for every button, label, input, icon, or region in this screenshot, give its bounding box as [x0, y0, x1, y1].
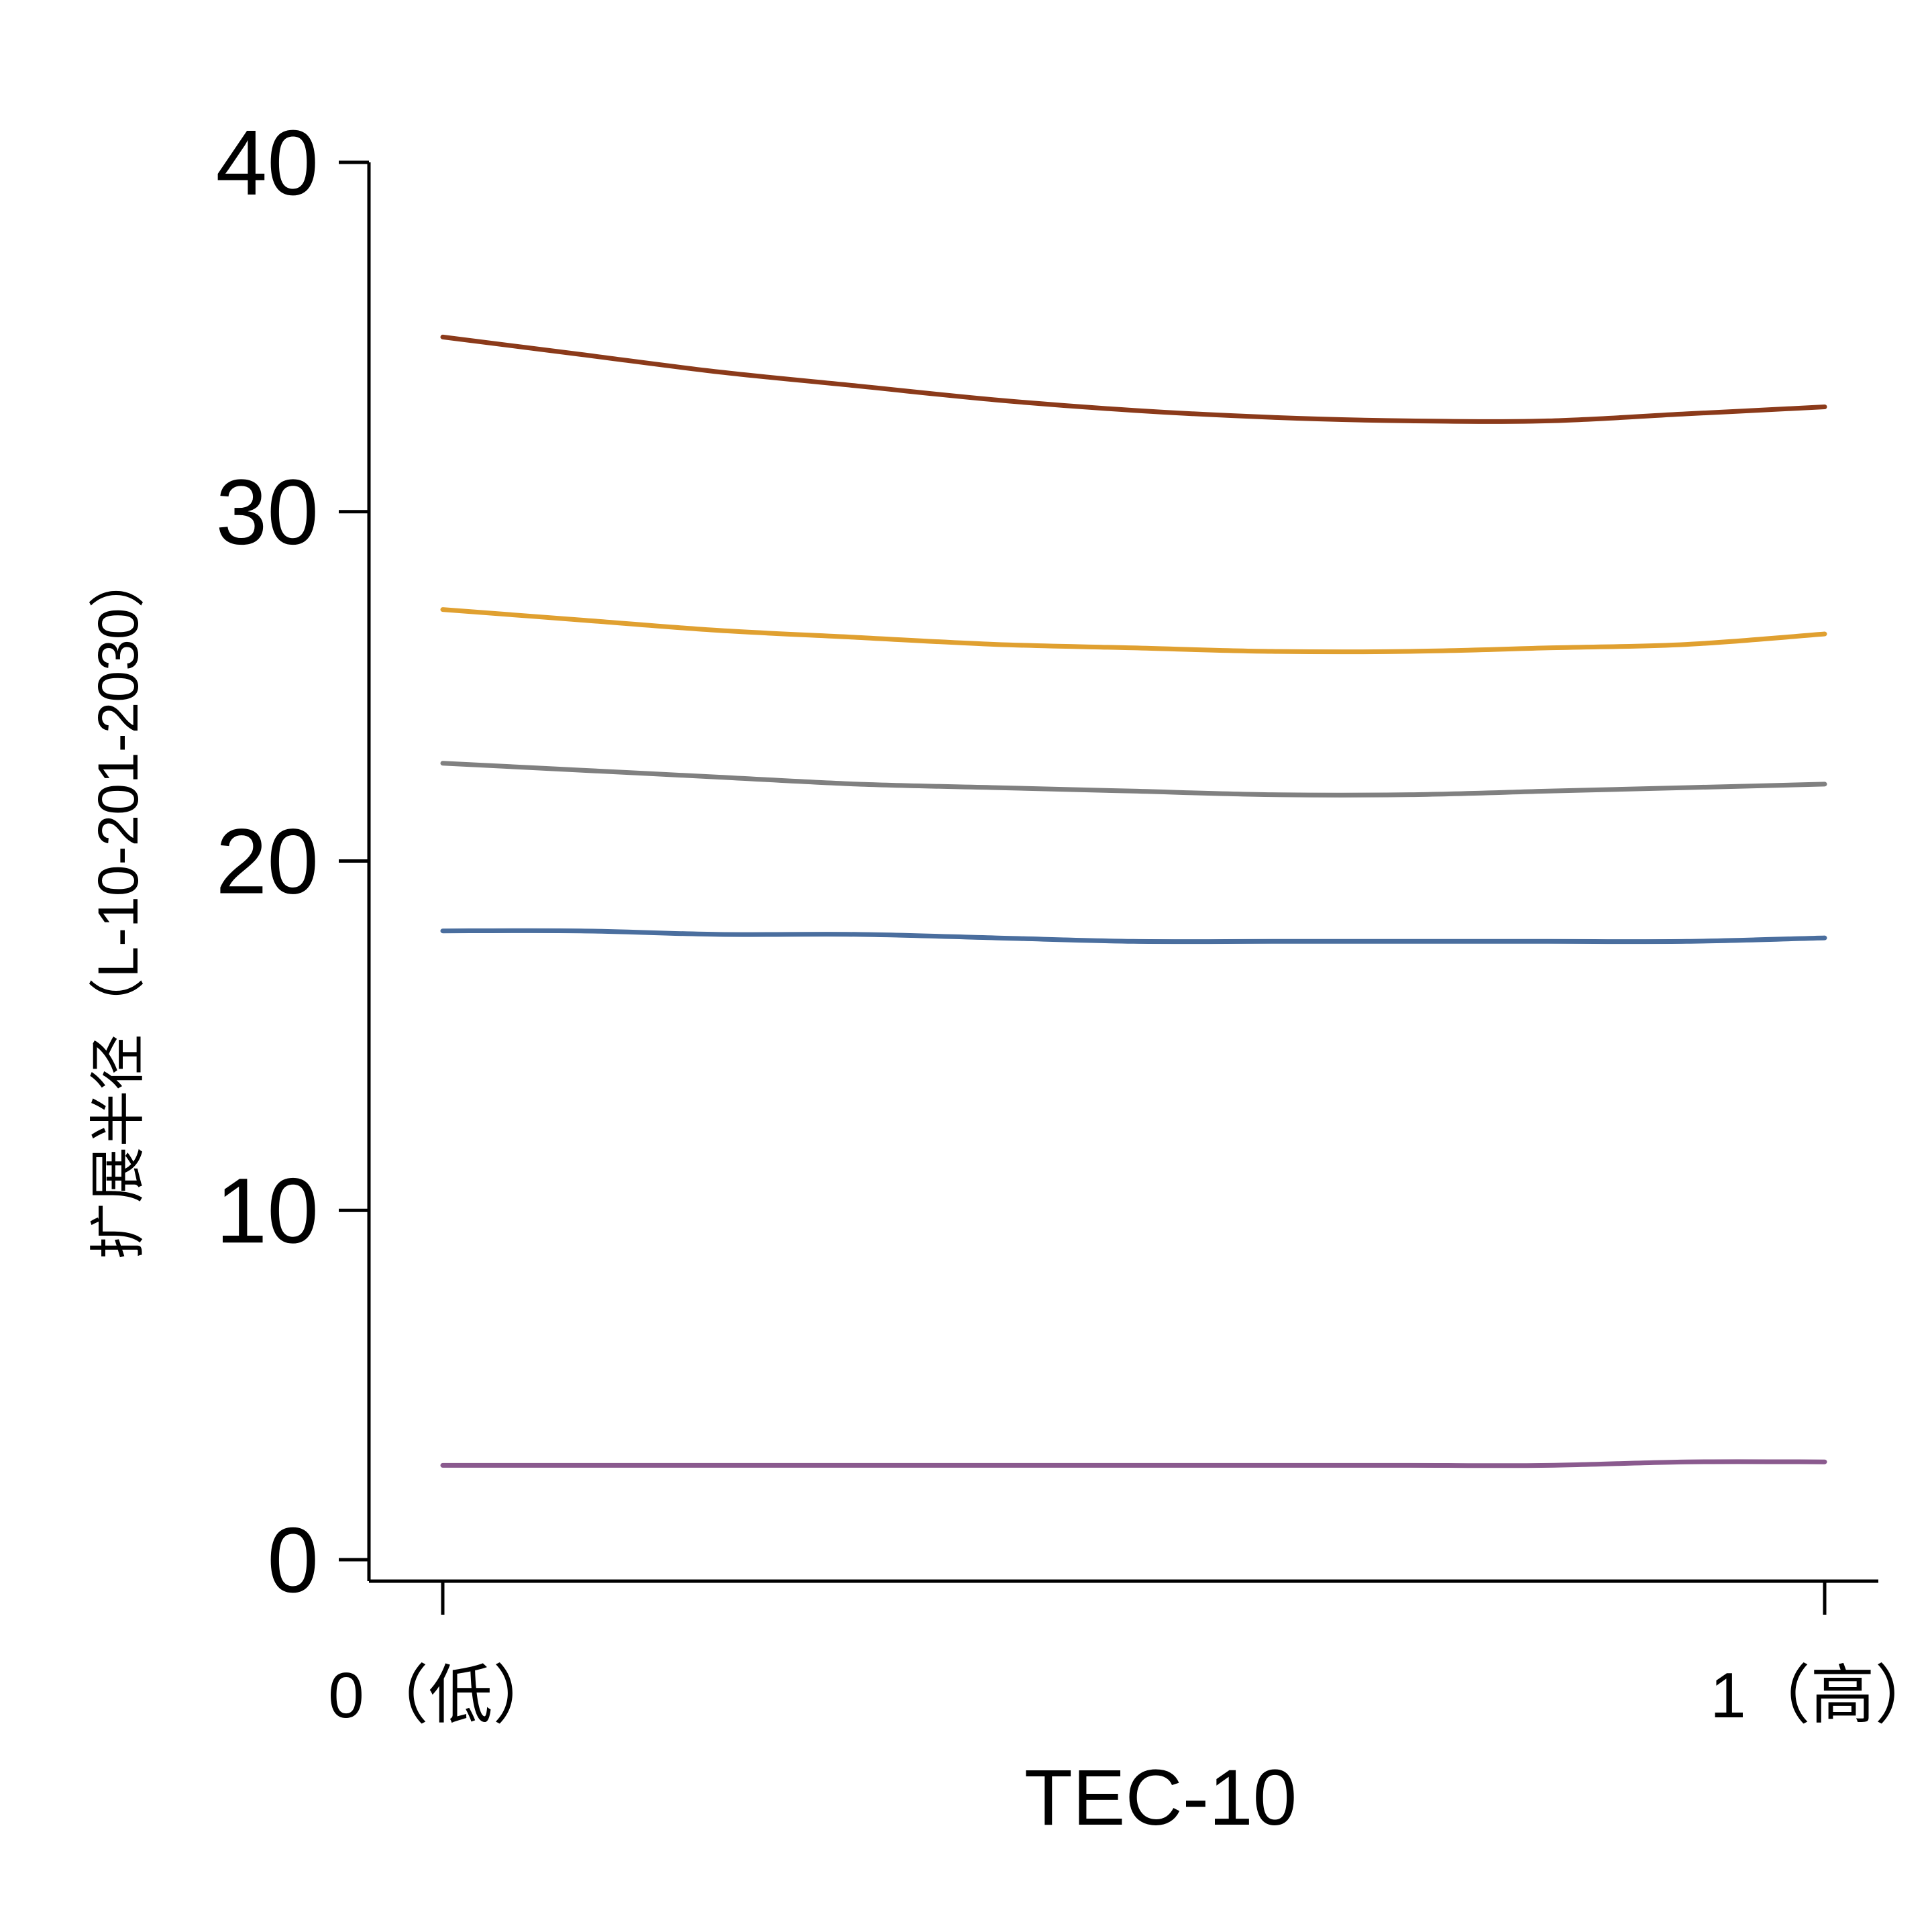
y-tick-label: 30	[216, 461, 319, 564]
x-axis: 0（低） 1（高）	[328, 1579, 1932, 1731]
x-axis-label: TEC-10	[1024, 1754, 1297, 1842]
y-tick-label: 10	[216, 1159, 319, 1263]
y-axis-label: 扩展半径（L-10-201-2030）	[87, 551, 150, 1259]
series-line-3	[440, 761, 1827, 798]
y-tick-label: 40	[216, 111, 319, 215]
series-line-4	[440, 928, 1827, 945]
y-axis: 0 10 20 30 40	[216, 111, 371, 1612]
series-line-2	[440, 607, 1827, 655]
y-tick-label: 0	[267, 1509, 319, 1612]
x-tick-label: 1（高）	[1710, 1660, 1932, 1731]
series-line-5	[440, 1459, 1827, 1468]
x-tick-label: 0（低）	[328, 1660, 557, 1731]
y-tick-label: 20	[216, 810, 319, 914]
series-layer	[440, 334, 1827, 1468]
series-line-1	[440, 334, 1827, 424]
